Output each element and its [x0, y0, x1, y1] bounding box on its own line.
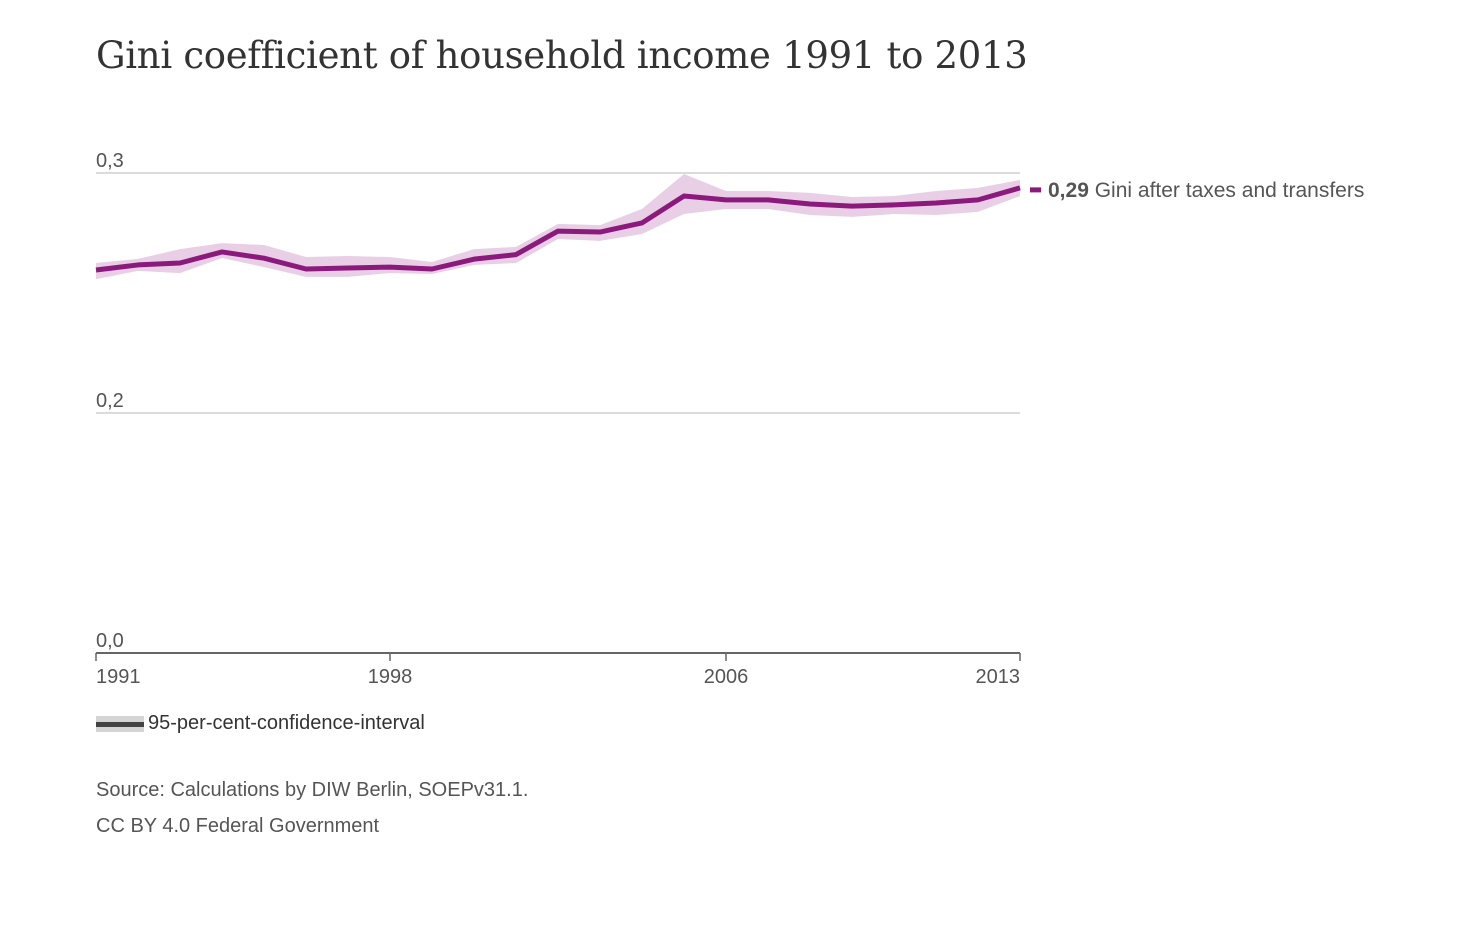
end-series-name: Gini after taxes and transfers: [1089, 179, 1364, 202]
series-line: [95, 185, 1021, 273]
x-tick-label: 1998: [368, 666, 413, 688]
license-line: CC BY 4.0 Federal Government: [96, 815, 380, 837]
end-value: 0,29: [1048, 179, 1089, 202]
end-label: 0,29 Gini after taxes and transfers: [1048, 179, 1364, 202]
y-tick-label: 0,0: [96, 630, 124, 652]
y-tick-label: 0,3: [96, 150, 124, 172]
source-note: Source: Calculations by DIW Berlin, SOEP…: [96, 772, 528, 844]
source-line: Source: Calculations by DIW Berlin, SOEP…: [96, 779, 529, 801]
x-tick-label: 2013: [976, 666, 1021, 688]
confidence-band: [96, 173, 1020, 280]
y-tick-label: 0,2: [96, 390, 124, 412]
chart-title: Gini coefficient of household income 199…: [96, 34, 1028, 77]
x-tick-label: 1991: [96, 666, 141, 688]
legend: 95-per-cent-confidence-interval: [96, 712, 425, 735]
legend-label: 95-per-cent-confidence-interval: [148, 712, 425, 734]
confidence-interval-swatch: [96, 715, 144, 732]
x-tick-label: 2006: [704, 666, 749, 688]
